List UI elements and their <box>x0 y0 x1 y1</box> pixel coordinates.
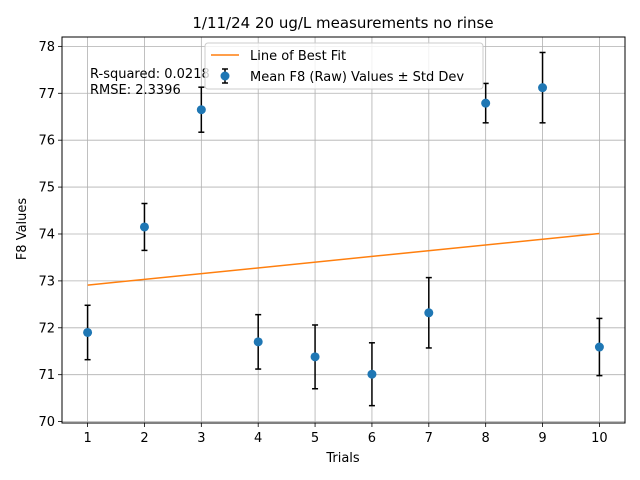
data-point <box>253 337 263 347</box>
y-tick-label: 72 <box>38 321 55 336</box>
legend-frame <box>204 42 484 90</box>
x-tick-label: 9 <box>538 431 546 446</box>
x-tick-label: 7 <box>425 431 433 446</box>
y-tick-label: 74 <box>38 227 55 242</box>
y-tick-label: 76 <box>38 134 55 149</box>
best-fit-layer <box>87 232 600 286</box>
chart-title: 1/11/24 20 ug/L measurements no rinse <box>192 14 493 32</box>
y-tick-label: 77 <box>38 87 55 102</box>
x-tick-label: 1 <box>83 431 91 446</box>
data-point <box>367 369 377 379</box>
legend-fit-label: Line of Best Fit <box>250 49 346 64</box>
data-point <box>538 83 548 93</box>
x-tick-label: 4 <box>254 431 262 446</box>
data-point-layer <box>83 83 604 379</box>
data-point <box>310 352 320 362</box>
legend-mean-label: Mean F8 (Raw) Values ± Std Dev <box>250 70 464 85</box>
legend-point-swatch <box>220 71 230 81</box>
plot-area-frame <box>61 36 626 424</box>
y-axis-label: F8 Values <box>15 198 30 261</box>
x-tick-label: 2 <box>140 431 148 446</box>
legend: Line of Best Fit Mean F8 (Raw) Values ± … <box>204 42 484 90</box>
x-tick-label: 6 <box>368 431 376 446</box>
data-point <box>594 342 604 352</box>
data-point <box>83 327 93 337</box>
x-tick-label: 5 <box>311 431 319 446</box>
y-tick-label: 70 <box>38 415 55 430</box>
data-point <box>139 222 149 232</box>
data-point <box>424 308 434 318</box>
x-tick-label: 3 <box>197 431 205 446</box>
data-point <box>196 105 206 115</box>
annotation-rmse: RMSE: 2.3396 <box>90 83 181 98</box>
annotation-r-squared: R-squared: 0.0218 <box>90 67 210 82</box>
best-fit-line <box>87 232 600 286</box>
y-tick-label: 73 <box>38 274 55 289</box>
y-tick-label: 71 <box>38 368 55 383</box>
x-axis-label: Trials <box>325 451 360 466</box>
y-tick-label: 75 <box>38 181 55 196</box>
data-point <box>481 98 491 108</box>
x-tick-label: 10 <box>591 431 608 446</box>
x-tick-label: 8 <box>482 431 490 446</box>
y-tick-label: 78 <box>38 40 55 55</box>
